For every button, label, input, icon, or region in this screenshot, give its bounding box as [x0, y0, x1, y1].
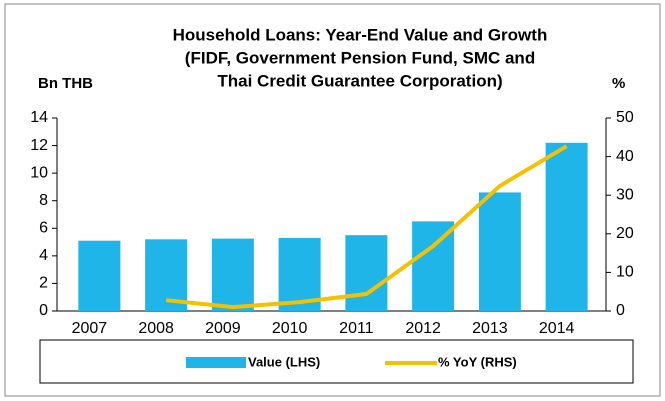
x-tick-label: 2010	[272, 320, 308, 337]
y2-tick-label: 30	[616, 186, 634, 203]
legend-label: Value (LHS)	[248, 354, 320, 369]
x-tick-label: 2012	[405, 320, 441, 337]
y-tick-label: 6	[39, 220, 48, 237]
x-tick-label: 2013	[472, 320, 508, 337]
y2-tick-label: 40	[616, 148, 634, 165]
y-axis-label: Bn THB	[38, 75, 93, 92]
bar	[478, 192, 521, 311]
chart-title: Thai Credit Guarantee Corporation)	[217, 71, 502, 90]
legend-label: % YoY (RHS)	[438, 354, 517, 369]
y-tick-label: 0	[39, 302, 48, 319]
x-tick-label: 2007	[72, 320, 108, 337]
y-tick-label: 10	[30, 164, 48, 181]
bar	[345, 235, 388, 311]
bar	[412, 221, 455, 311]
legend-swatch	[186, 357, 246, 368]
y2-tick-label: 10	[616, 264, 634, 281]
x-tick-label: 2009	[205, 320, 241, 337]
x-tick-label: 2014	[539, 320, 575, 337]
bar	[211, 238, 254, 311]
y-tick-label: 4	[39, 247, 48, 264]
y-tick-label: 14	[30, 109, 48, 126]
chart-title: (FIDF, Government Pension Fund, SMC and	[185, 48, 535, 67]
chart-title: Household Loans: Year-End Value and Grow…	[173, 25, 548, 44]
y-tick-label: 2	[39, 275, 48, 292]
bar	[78, 240, 121, 311]
y-tick-label: 8	[39, 192, 48, 209]
x-tick-label: 2011	[339, 320, 374, 337]
bar	[545, 142, 588, 311]
line	[165, 144, 568, 310]
y2-tick-label: 50	[616, 109, 634, 126]
y2-tick-label: 20	[616, 225, 634, 242]
legend-box	[39, 339, 634, 384]
y2-axis-label: %	[612, 75, 625, 92]
bar	[145, 239, 188, 311]
y2-tick-label: 0	[616, 302, 625, 319]
x-tick-label: 2008	[138, 320, 174, 337]
y-tick-label: 12	[30, 137, 48, 154]
